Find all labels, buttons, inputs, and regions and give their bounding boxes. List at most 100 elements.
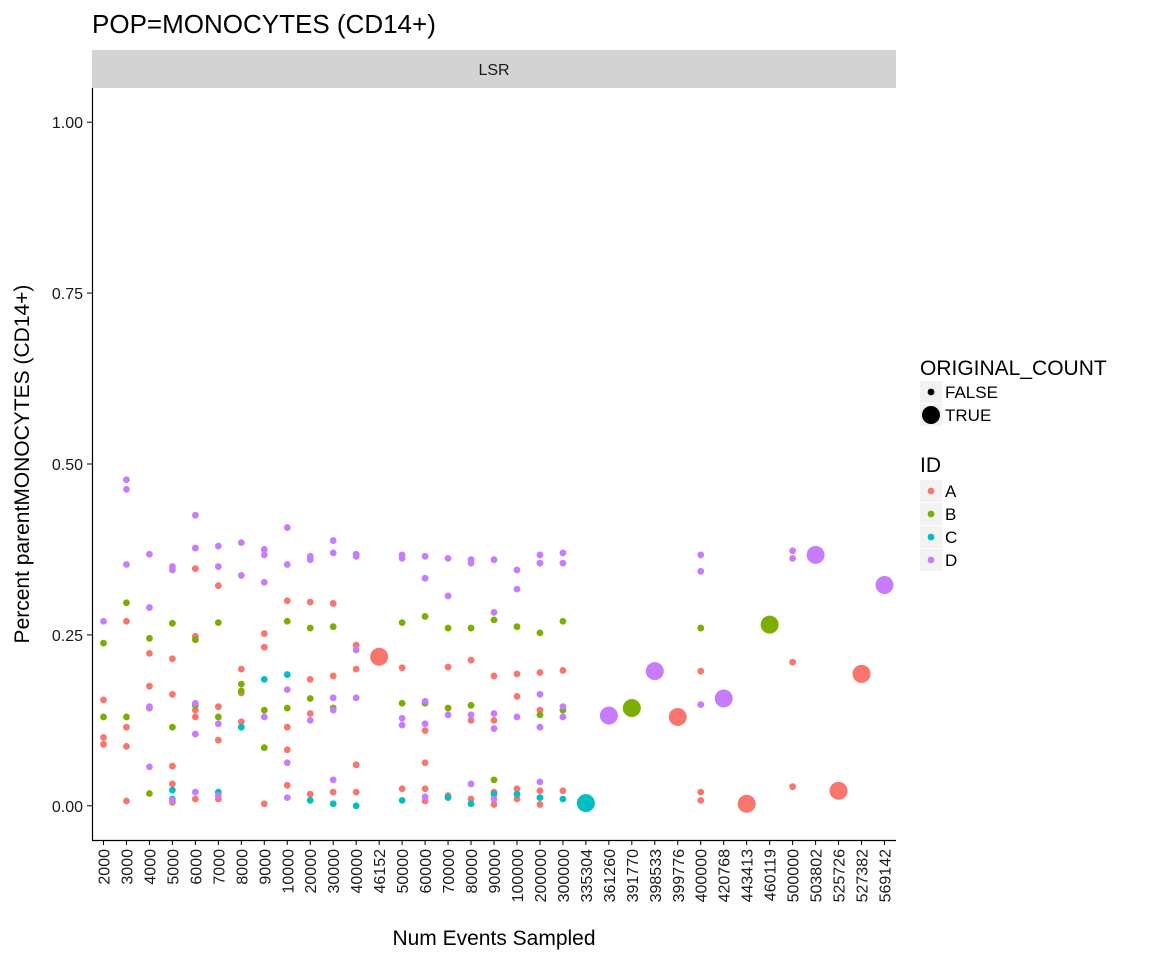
data-point-d [146, 604, 153, 611]
data-point-d [490, 725, 498, 732]
data-point-d [146, 703, 153, 711]
data-point-b [237, 680, 245, 688]
data-point-a [536, 787, 544, 795]
data-point-a [829, 781, 848, 800]
data-point-a [283, 781, 291, 789]
data-point-d [260, 551, 268, 559]
data-point-d [714, 689, 733, 708]
data-point-d [169, 796, 176, 804]
x-tick-label: 8000 [234, 849, 251, 885]
data-point-a [737, 794, 756, 813]
data-point-c [444, 794, 452, 802]
data-point-d [306, 556, 314, 564]
data-point-a [260, 630, 268, 637]
x-tick-label: 46152 [372, 849, 389, 894]
data-point-a [123, 617, 130, 625]
data-point-a [467, 795, 475, 803]
data-point-b [146, 634, 153, 642]
data-point-b [191, 636, 199, 644]
data-point-d [237, 572, 245, 579]
data-point-a [237, 665, 245, 673]
x-tick-label: 400000 [694, 849, 711, 902]
x-tick-label: 6000 [188, 849, 205, 885]
data-point-d [875, 576, 894, 595]
data-point-d [421, 552, 429, 560]
data-point-a [169, 762, 176, 770]
data-point-b [398, 699, 406, 707]
legend-color-key [927, 533, 935, 541]
data-point-b [306, 624, 314, 632]
data-point-c [352, 802, 360, 810]
data-point-a [260, 643, 268, 651]
points-layer [100, 476, 894, 813]
x-tick-label: 5000 [165, 849, 182, 885]
data-point-d [467, 780, 475, 788]
data-point-a [169, 690, 176, 698]
data-point-c [490, 790, 498, 798]
data-point-d [329, 776, 337, 784]
x-tick-label: 500000 [786, 849, 803, 902]
y-ticks: 0.00 0.25 0.50 0.75 1.00 [52, 115, 92, 816]
data-point-c [513, 790, 521, 798]
data-point-a [513, 670, 521, 678]
x-tick-label: 60000 [418, 849, 435, 894]
data-point-a [306, 675, 314, 683]
data-point-d [444, 554, 452, 562]
data-point-d [536, 551, 544, 559]
data-point-a [329, 788, 337, 796]
data-point-d [444, 711, 452, 719]
data-point-a [370, 647, 389, 666]
data-point-b [100, 713, 107, 721]
data-point-d [421, 697, 429, 705]
data-point-d [467, 711, 475, 719]
data-point-b [490, 616, 498, 624]
data-point-d [123, 561, 130, 568]
x-tick-label: 503802 [809, 849, 826, 902]
data-point-a [398, 785, 406, 793]
data-point-d [214, 792, 222, 799]
x-tick-label: 4000 [142, 849, 159, 885]
data-point-d [559, 703, 567, 711]
data-point-a [536, 669, 544, 676]
data-point-d [536, 778, 544, 786]
data-point-c [467, 800, 475, 808]
x-tick-label: 361260 [602, 849, 619, 902]
data-point-c [329, 800, 337, 808]
data-point-d [123, 476, 130, 484]
data-point-a [467, 716, 475, 724]
x-tick-label: 9000 [257, 849, 274, 885]
data-point-d [697, 567, 705, 575]
data-point-b [536, 629, 544, 637]
data-point-b [536, 711, 544, 719]
y-tick-label: 0.00 [52, 799, 83, 816]
x-tick-label: 525726 [832, 849, 849, 902]
data-point-d [283, 759, 291, 767]
x-tick-label: 100000 [510, 849, 527, 902]
x-tick-label: 460119 [763, 849, 780, 901]
data-point-d [352, 646, 360, 654]
data-point-d [329, 549, 337, 557]
data-point-d [146, 763, 153, 771]
data-point-d [100, 617, 107, 625]
data-point-a [146, 649, 153, 657]
data-point-c [559, 795, 567, 803]
legend-size-key [922, 406, 940, 424]
data-point-a [421, 759, 429, 767]
x-tick-label: 569142 [878, 849, 895, 902]
data-point-d [260, 546, 268, 553]
data-point-b [169, 619, 176, 627]
data-point-a [214, 736, 222, 744]
data-point-b [260, 744, 268, 752]
data-point-a [100, 740, 107, 748]
data-point-d [697, 551, 705, 559]
data-point-d [513, 585, 521, 593]
data-point-d [789, 554, 797, 562]
data-point-a [283, 723, 291, 731]
x-tick-label: 10000 [280, 849, 297, 894]
data-point-c [169, 786, 176, 794]
facet-label: LSR [478, 62, 509, 79]
data-point-d [645, 662, 664, 681]
data-point-b [421, 613, 429, 620]
data-point-a [146, 682, 153, 690]
